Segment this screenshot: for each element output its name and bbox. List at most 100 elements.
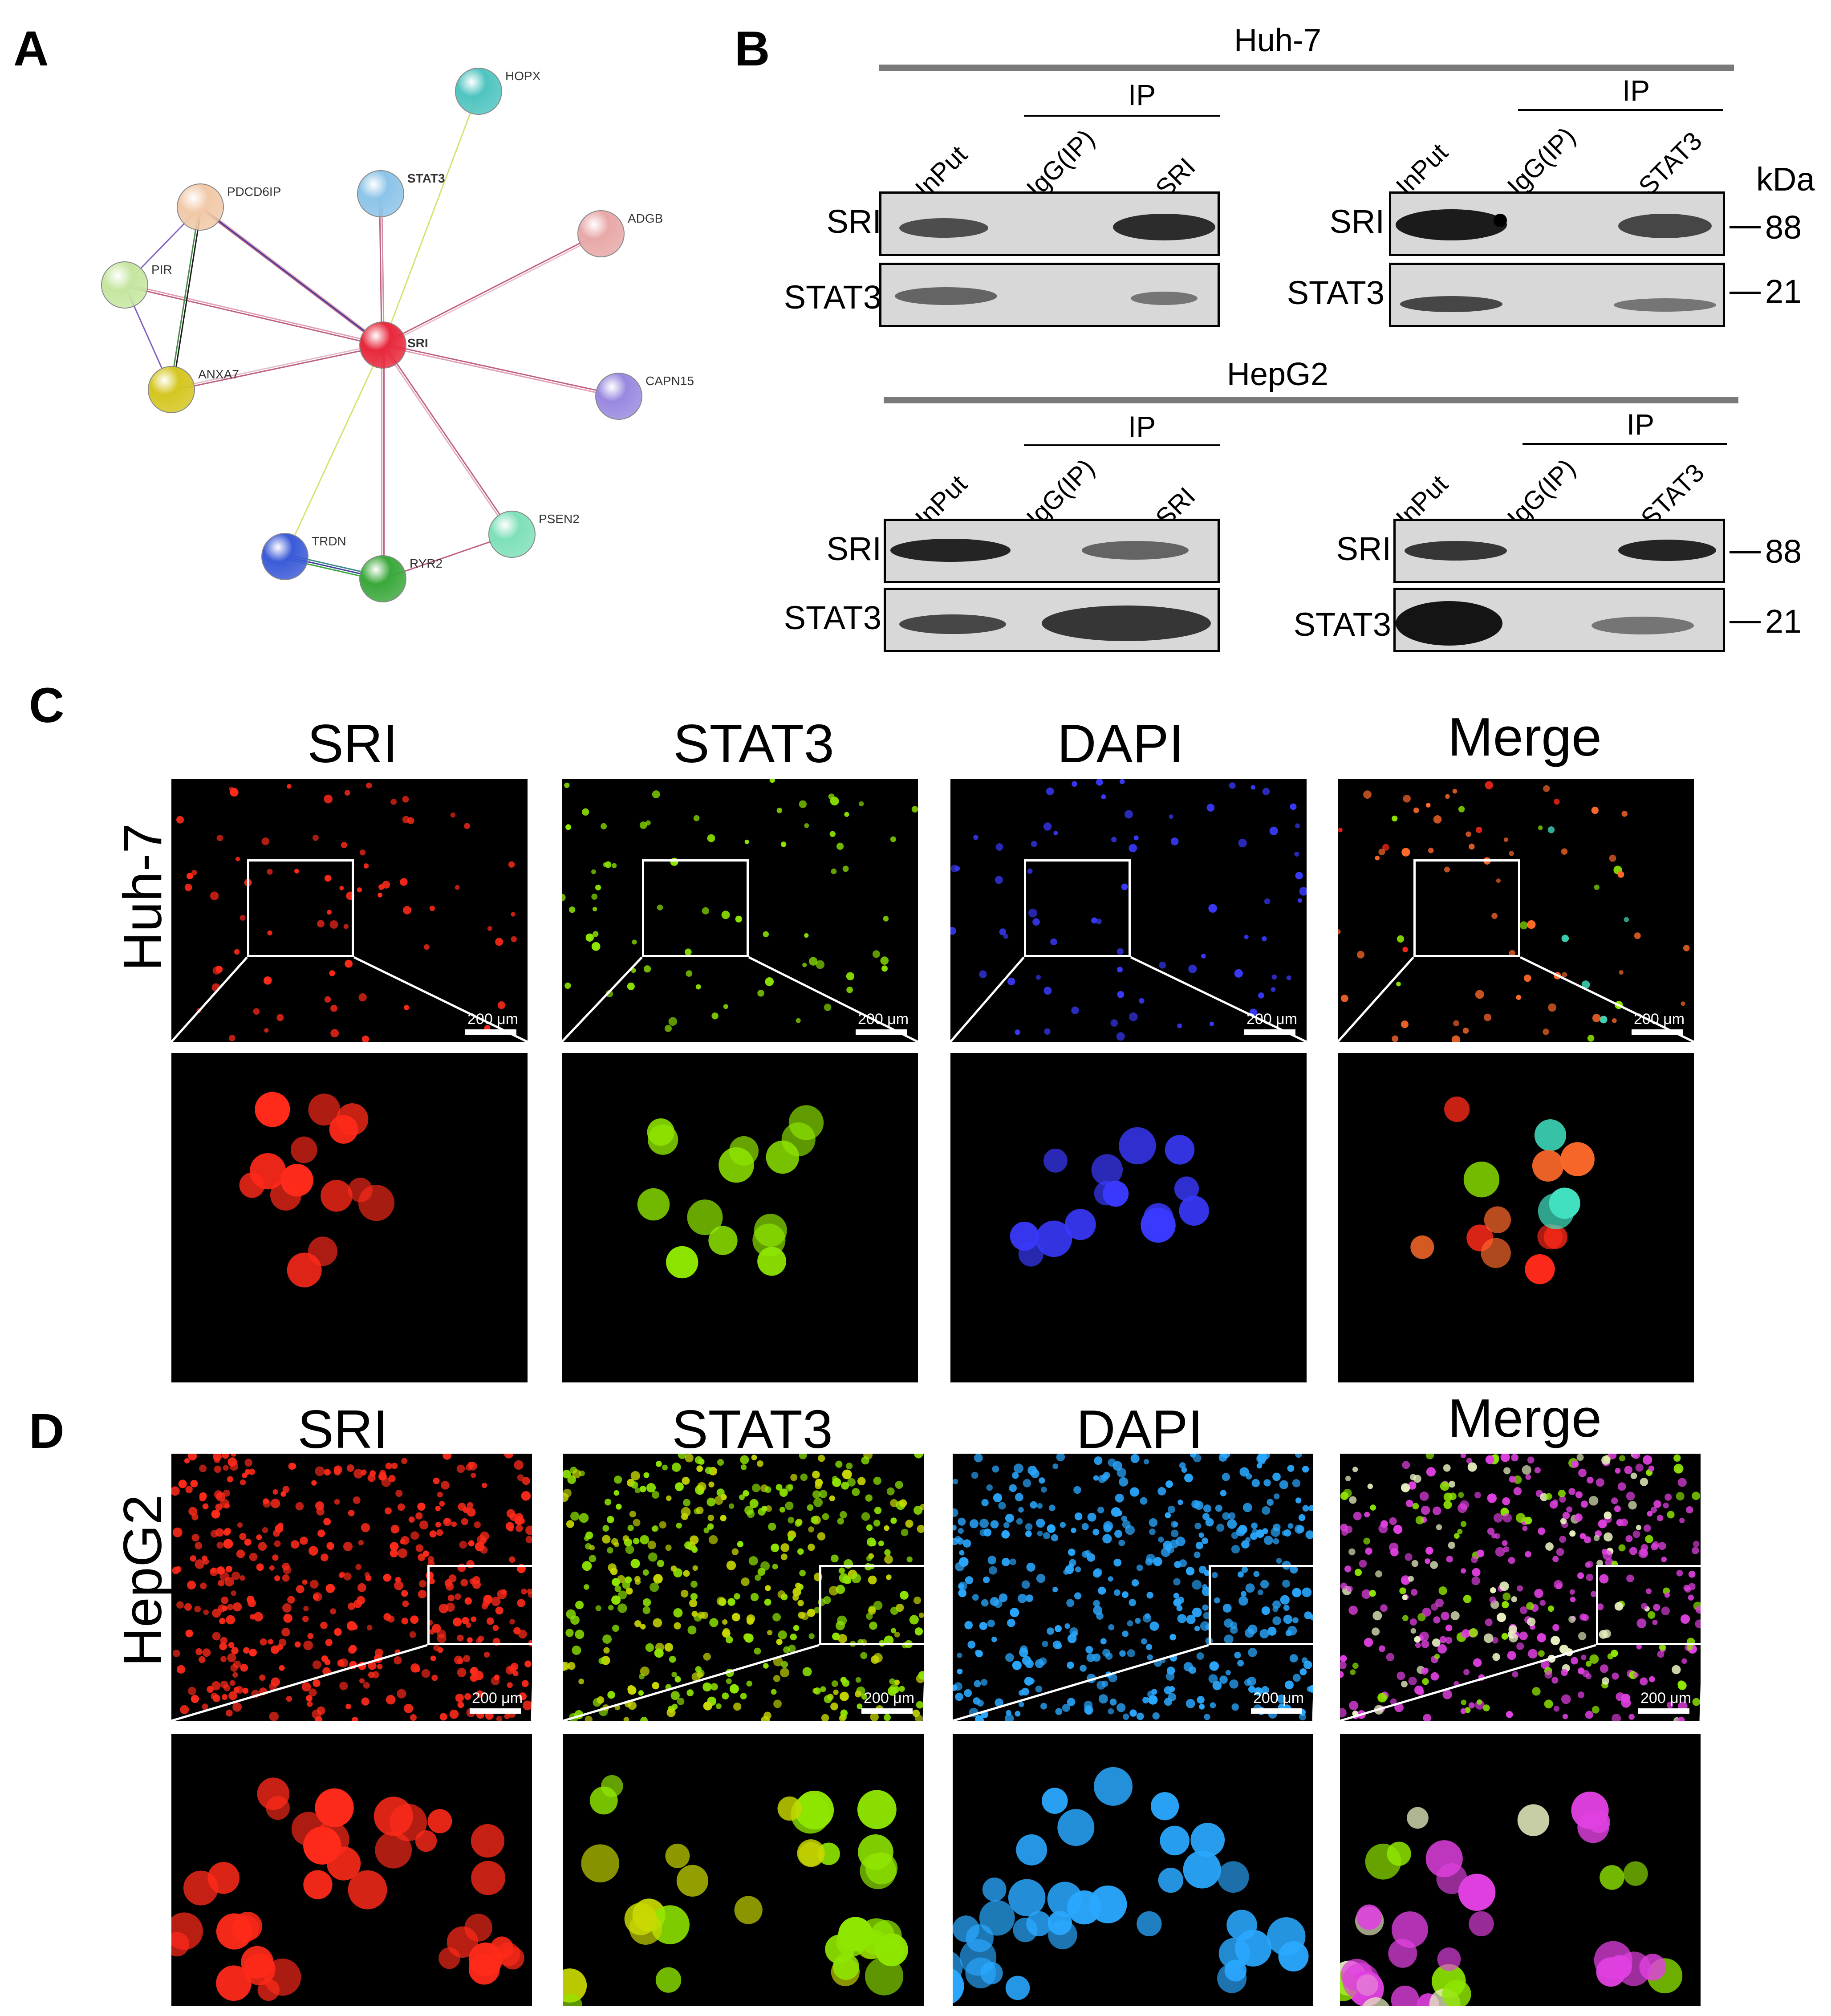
cell	[1626, 1574, 1634, 1582]
cell	[1031, 841, 1037, 847]
cell	[240, 1663, 248, 1672]
cell	[764, 1598, 771, 1606]
cell	[1511, 1454, 1519, 1462]
cell	[591, 942, 601, 951]
cell	[1454, 1533, 1460, 1539]
cell	[991, 1637, 997, 1642]
cell	[804, 933, 809, 938]
cell	[1143, 1203, 1174, 1234]
cell	[1262, 1506, 1271, 1515]
cell	[740, 1455, 749, 1464]
cell	[303, 1605, 309, 1612]
cell	[1408, 1576, 1414, 1582]
cell	[1576, 1454, 1584, 1461]
cell	[1548, 1003, 1557, 1012]
cell	[788, 1536, 794, 1541]
cell	[1466, 1458, 1472, 1464]
node-adgb: ADGB	[577, 210, 663, 257]
cell	[312, 1660, 321, 1670]
cell	[1444, 1096, 1470, 1122]
cell	[231, 1571, 240, 1580]
cell	[1472, 1568, 1481, 1577]
cell	[670, 1565, 677, 1572]
cell	[230, 1462, 239, 1471]
kda-tick-88	[1730, 226, 1761, 228]
cell	[1484, 1013, 1492, 1021]
cell	[1129, 844, 1137, 853]
cell	[1100, 1638, 1107, 1645]
cell	[1425, 1547, 1433, 1555]
cell	[1237, 1571, 1244, 1578]
cell	[1591, 1706, 1600, 1714]
cell	[1295, 1454, 1302, 1458]
cell	[435, 1506, 441, 1512]
cell	[280, 1164, 313, 1197]
scale-bar	[1632, 1029, 1683, 1035]
cell	[795, 1582, 801, 1589]
cell	[1093, 1475, 1099, 1481]
cell	[1645, 1535, 1653, 1543]
cell	[398, 1548, 408, 1558]
cell	[889, 1678, 895, 1685]
zoom-lines	[562, 956, 918, 1042]
cell	[505, 1522, 514, 1531]
cell	[1167, 1505, 1175, 1513]
cell	[1423, 1714, 1432, 1721]
cell	[1476, 1549, 1485, 1557]
cell	[324, 996, 331, 1003]
cell	[1547, 1605, 1555, 1612]
cell	[185, 1486, 193, 1493]
cell	[1146, 1644, 1153, 1650]
cell	[410, 1531, 419, 1540]
edge-sri-stat3	[379, 194, 383, 345]
cell	[1594, 884, 1600, 890]
cell	[1258, 992, 1264, 999]
edge-sri-adgb	[383, 234, 602, 347]
cell	[1458, 1492, 1464, 1498]
cell	[1437, 1947, 1461, 1971]
cell	[1663, 1502, 1669, 1509]
cell	[1057, 1809, 1095, 1846]
cell	[1020, 1645, 1028, 1653]
cell	[348, 1602, 355, 1610]
blot-huh7-right-sri	[1389, 191, 1725, 256]
cell	[216, 1541, 223, 1549]
cell	[355, 1564, 362, 1570]
cell	[330, 1608, 337, 1615]
cell	[351, 1716, 358, 1721]
cell	[1380, 1604, 1388, 1612]
cell	[677, 1698, 685, 1705]
cell	[220, 1499, 230, 1508]
cell	[792, 1587, 801, 1597]
cell	[975, 1650, 983, 1658]
cell	[775, 1484, 783, 1491]
cell	[1370, 1504, 1376, 1511]
cell	[1558, 1489, 1566, 1498]
cell	[1692, 1547, 1699, 1554]
cell	[1003, 1522, 1010, 1528]
cell	[187, 1581, 196, 1590]
cell	[729, 1136, 759, 1166]
cell	[312, 834, 319, 841]
cell	[1402, 947, 1408, 953]
cell	[1430, 1561, 1438, 1569]
cell	[1602, 1550, 1612, 1560]
cell	[989, 1566, 997, 1575]
cell	[1238, 1596, 1248, 1606]
row-label-stat3: STAT3	[1287, 274, 1384, 311]
cell	[733, 1703, 742, 1711]
zoom-lines	[953, 1644, 1313, 1721]
cell	[1487, 1528, 1495, 1535]
cell	[1410, 1235, 1434, 1259]
cell	[1577, 1572, 1584, 1579]
cell	[958, 1528, 964, 1534]
cell	[835, 1460, 843, 1468]
cell	[625, 1587, 633, 1595]
cell	[1566, 1506, 1572, 1513]
cell	[772, 1613, 781, 1622]
cell	[1231, 1532, 1238, 1539]
cell	[754, 1214, 787, 1247]
kda-tick-21	[1730, 292, 1761, 294]
cell	[1575, 1491, 1583, 1499]
